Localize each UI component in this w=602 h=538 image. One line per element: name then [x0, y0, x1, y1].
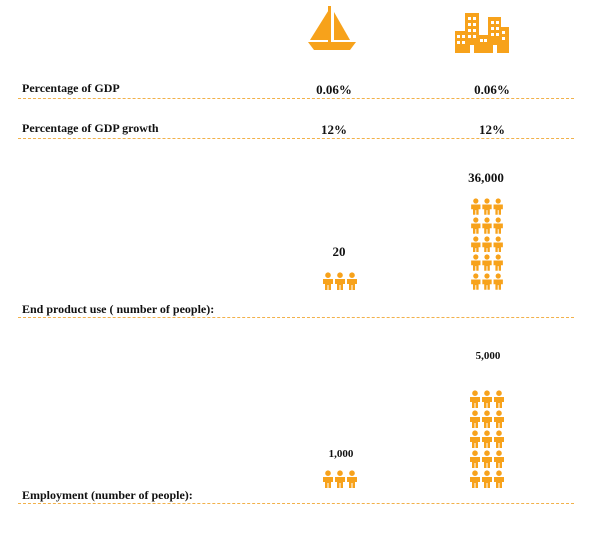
row-label-gdp: Percentage of GDP	[22, 81, 120, 95]
people-icon-row	[470, 390, 504, 408]
divider-employment	[18, 503, 574, 504]
people-icon-row	[471, 273, 503, 290]
people-icon-row	[471, 254, 503, 272]
end-use-people-stack-sailboat	[320, 270, 360, 290]
people-icon-row	[471, 198, 503, 215]
divider-end-product-use	[18, 317, 574, 318]
end-use-count-sailboat: 20	[332, 244, 346, 259]
employment-people-stack-sailboat	[320, 466, 360, 488]
sailboat-icon	[308, 6, 356, 50]
people-icon-row	[470, 470, 504, 488]
divider-gdp-growth	[18, 138, 574, 139]
people-icon-row	[323, 272, 357, 290]
people-icon-row	[470, 410, 504, 428]
divider-gdp	[18, 98, 574, 99]
end-use-count-city: 36,000	[468, 170, 504, 185]
row-label-end-product-use: End product use ( number of people):	[22, 302, 215, 316]
people-icon-row	[470, 430, 504, 448]
people-icon-row	[323, 470, 357, 488]
people-icon-row	[471, 235, 503, 253]
employment-count-city: 5,000	[475, 350, 501, 362]
gdp-value-sailboat: 0.06%	[316, 82, 352, 97]
gdp-value-city: 0.06%	[474, 82, 510, 97]
employment-count-sailboat: 1,000	[328, 448, 354, 460]
gdp-growth-value-sailboat: 12%	[321, 122, 347, 137]
people-icon-row	[470, 450, 504, 468]
city-buildings-icon	[455, 13, 509, 53]
row-label-gdp-growth: Percentage of GDP growth	[22, 121, 159, 135]
row-label-employment: Employment (number of people):	[22, 488, 193, 502]
people-icon-row	[471, 217, 503, 234]
end-use-people-stack-city	[467, 196, 507, 290]
gdp-growth-value-city: 12%	[479, 122, 505, 137]
employment-people-stack-city	[467, 370, 507, 488]
